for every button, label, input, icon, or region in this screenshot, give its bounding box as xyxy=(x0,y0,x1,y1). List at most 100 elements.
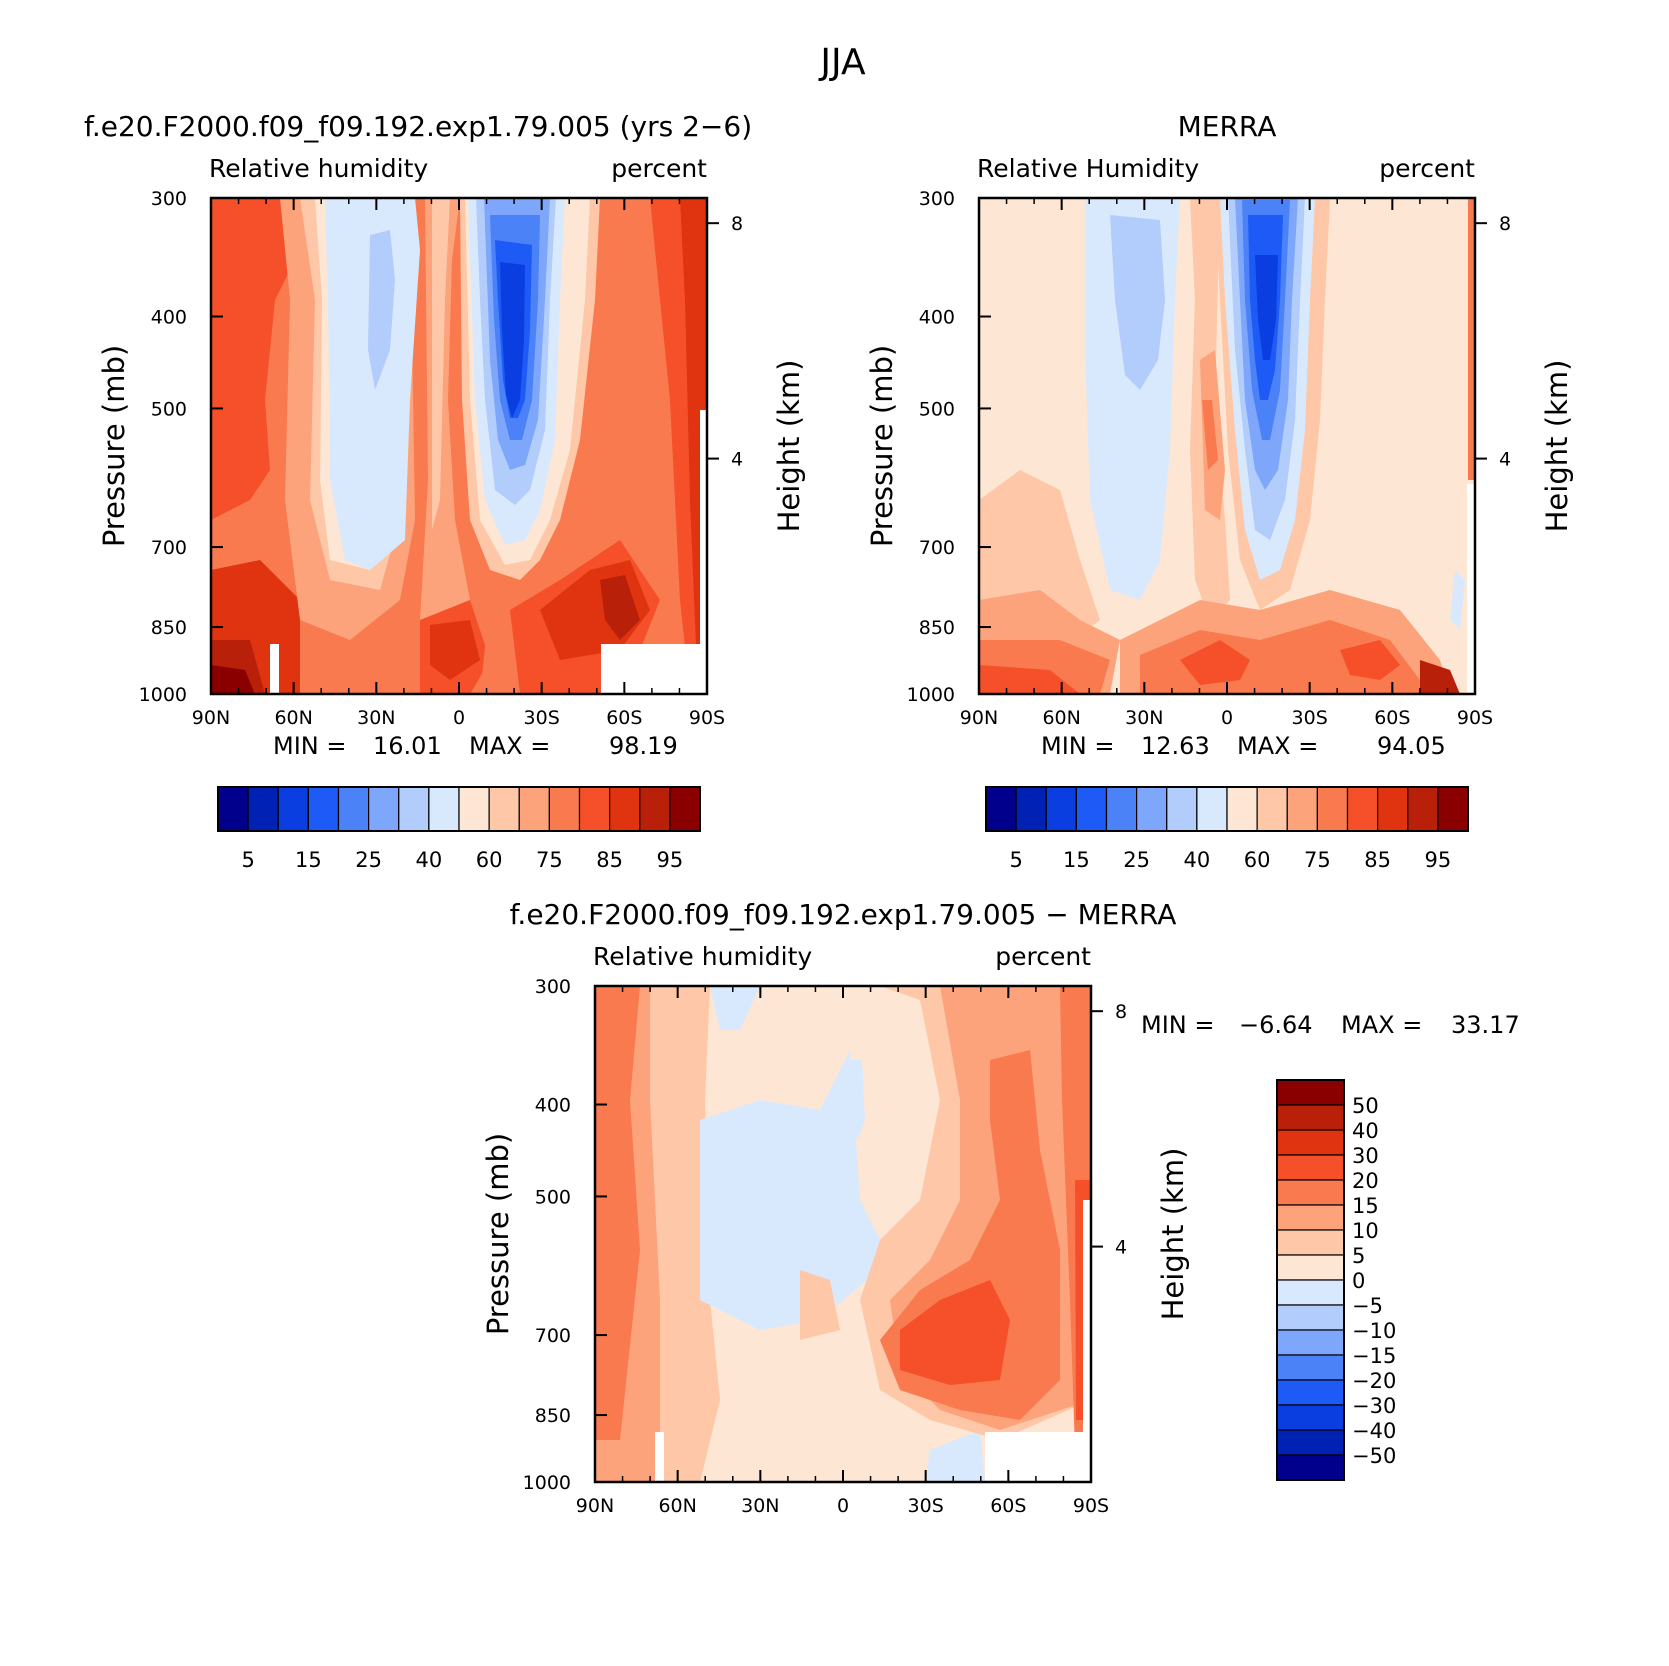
colorbar-box xyxy=(1276,1079,1345,1106)
x-tick-label: 30S xyxy=(524,707,560,729)
colorbar-box xyxy=(1276,1254,1345,1281)
contour-band-surface-max xyxy=(211,665,255,694)
x-tick-label: 30N xyxy=(357,707,395,729)
colorbar-label: 15 xyxy=(1352,1194,1379,1218)
colorbar-box xyxy=(548,786,581,832)
y-tick-label: 850 xyxy=(919,617,955,639)
y2-tick-label: 8 xyxy=(1499,213,1511,235)
contour-band-itcz-3 xyxy=(1202,400,1218,470)
x-tick-label: 0 xyxy=(1221,707,1233,729)
contour-field xyxy=(979,198,1475,694)
colorbar-label: −40 xyxy=(1352,1419,1396,1443)
colorbar-box xyxy=(639,786,671,832)
field-label: Relative humidity xyxy=(593,942,812,971)
contour-band-sh-max xyxy=(900,1280,1010,1385)
contour-band-itcz-2 xyxy=(430,620,480,680)
y-tick-label: 700 xyxy=(535,1325,571,1347)
colorbar-box xyxy=(609,786,641,832)
colorbar-box xyxy=(1196,786,1228,832)
colorbar-box xyxy=(1276,1354,1345,1381)
y-tick-label: 1000 xyxy=(139,684,187,706)
contour-band-nh-bl-3 xyxy=(979,665,1080,694)
x-tick-label: 90S xyxy=(689,707,725,729)
stats-max-value: 94.05 xyxy=(1377,732,1446,760)
y-axis-label: Pressure (mb) xyxy=(97,345,131,547)
y-tick-label: 400 xyxy=(151,307,187,329)
x-tick-label: 60S xyxy=(1374,707,1410,729)
colorbar-label: 15 xyxy=(1063,848,1090,872)
colorbar-label: 60 xyxy=(476,848,503,872)
contour-band-nh-subtrop-2 xyxy=(1110,215,1165,390)
x-tick-label: 30S xyxy=(1292,707,1328,729)
contour-band-polar-s-2 xyxy=(1450,570,1465,630)
colorbar-box xyxy=(1346,786,1379,832)
contour-band-tropics-neg-2 xyxy=(845,1060,865,1140)
y-tick-label: 850 xyxy=(535,1405,571,1427)
colorbar-label: 40 xyxy=(1184,848,1211,872)
colorbar-label: 20 xyxy=(1352,1169,1379,1193)
colorbar-label: −20 xyxy=(1352,1369,1396,1393)
panel-model: f.e20.F2000.f09_f09.192.exp1.79.005 (yrs… xyxy=(84,110,752,694)
contour-band-subtrop-n-4 xyxy=(325,198,420,570)
colorbar-box xyxy=(277,786,309,832)
panel-title: f.e20.F2000.f09_f09.192.exp1.79.005 (yrs… xyxy=(84,110,752,143)
x-tick-label: 60N xyxy=(274,707,312,729)
panel-diff: f.e20.F2000.f09_f09.192.exp1.79.005 − ME… xyxy=(510,898,1176,1482)
y-axis-label: Pressure (mb) xyxy=(481,1133,515,1335)
field-label: Relative Humidity xyxy=(977,154,1199,183)
colorbar-box xyxy=(1075,786,1108,832)
colorbar-box xyxy=(1276,1304,1345,1331)
colorbar-label: −5 xyxy=(1352,1294,1383,1318)
x-tick-label: 60N xyxy=(1042,707,1080,729)
y-tick-label: 500 xyxy=(535,1186,571,1208)
colorbar-box xyxy=(985,786,1017,832)
stats-max-label: MAX = xyxy=(469,732,550,760)
stats-max-value: 33.17 xyxy=(1451,1011,1520,1039)
missing-data-mask xyxy=(700,410,707,694)
colorbar-label: 95 xyxy=(657,848,684,872)
colorbar-box xyxy=(1276,1104,1345,1131)
colorbar-box xyxy=(337,786,370,832)
x-tick-label: 30N xyxy=(741,1495,779,1517)
contour-band-sh-subtrop-min xyxy=(1255,255,1278,360)
y2-tick-label: 4 xyxy=(1499,449,1511,471)
y2-axis-label: Height (km) xyxy=(1540,360,1574,533)
colorbar-label: 10 xyxy=(1352,1219,1379,1243)
units-label: percent xyxy=(611,154,707,183)
colorbar-label: 85 xyxy=(596,848,623,872)
colorbar-label: 85 xyxy=(1364,848,1391,872)
colorbar-label: 25 xyxy=(1123,848,1150,872)
missing-data-mask xyxy=(655,1432,664,1482)
contour-field xyxy=(595,986,1091,1482)
colorbar-box xyxy=(1136,786,1168,832)
generated-axes-and-colorbars: 90N 60N 30N 0 30S 60S 90S300400500700850100084… xyxy=(97,188,1574,1517)
contour-band-storm-s-4 xyxy=(600,575,640,640)
y2-axis-label: Height (km) xyxy=(772,360,806,533)
field-label: Relative humidity xyxy=(209,154,428,183)
contour-band-polar-s-3 xyxy=(1468,198,1475,480)
stats-min-label: MIN = xyxy=(273,732,346,760)
colorbar-box xyxy=(1276,1454,1345,1481)
colorbar-label: 50 xyxy=(1352,1094,1379,1118)
colorbar-box xyxy=(1407,786,1439,832)
colorbar-label: 75 xyxy=(1304,848,1331,872)
colorbar-box xyxy=(488,786,520,832)
contour-band-subtrop-n-5 xyxy=(368,230,395,390)
colorbar-label: 5 xyxy=(241,848,254,872)
units-label: percent xyxy=(1379,154,1475,183)
colorbar-box xyxy=(1276,1154,1345,1181)
contour-band-nh-midlat xyxy=(650,986,720,1482)
x-tick-label: 90S xyxy=(1073,1495,1109,1517)
colorbar-box xyxy=(1276,1404,1345,1431)
colorbar-frame xyxy=(1276,1079,1345,1481)
x-tick-label: 0 xyxy=(453,707,465,729)
colorbar-box xyxy=(1166,786,1198,832)
colorbar-box xyxy=(1286,786,1318,832)
contour-band-upper-lat xyxy=(211,198,300,520)
colorbar-box xyxy=(1276,1329,1345,1356)
colorbar-label: 95 xyxy=(1425,848,1452,872)
stats-min-value: −6.64 xyxy=(1239,1011,1313,1039)
panel-title: MERRA xyxy=(1178,110,1277,143)
colorbar-box xyxy=(1276,1379,1345,1406)
panel-merra: MERRA Relative Humidity percent xyxy=(977,110,1475,694)
